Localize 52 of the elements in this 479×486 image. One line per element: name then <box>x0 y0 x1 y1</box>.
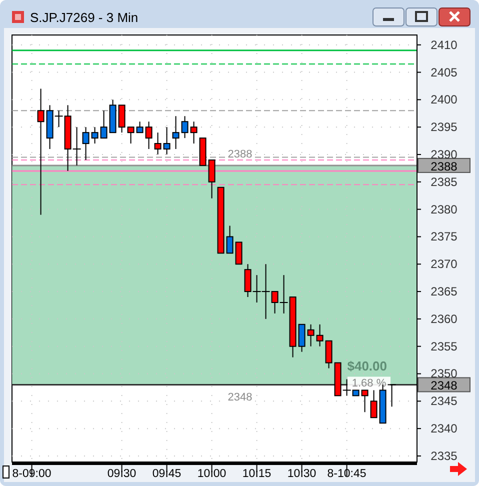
y-tick-label: 2340 <box>430 422 458 436</box>
y-tick-label: 2365 <box>430 284 458 299</box>
candlestick <box>361 390 368 413</box>
candlestick <box>127 126 134 144</box>
candlestick <box>145 121 152 150</box>
x-tick-label: 09:30 <box>107 468 136 480</box>
x-tick-label: 10:00 <box>197 468 226 480</box>
annotation: 2348 <box>228 392 252 404</box>
x-tick-label: 8-10:45 <box>327 468 366 480</box>
y-tick-label: 2410 <box>430 38 458 52</box>
y-tick-label: 2355 <box>430 339 458 354</box>
candlestick <box>37 88 44 216</box>
candlestick <box>91 126 98 144</box>
y-tick-label: 2350 <box>430 366 458 381</box>
x-tick-label: 09:45 <box>152 468 182 480</box>
y-tick-label: 2405 <box>430 65 458 80</box>
candlestick <box>154 132 162 155</box>
y-tick-label: 2370 <box>430 257 458 272</box>
annotation: 1.68 % <box>352 378 386 390</box>
y-tick-label: 2400 <box>430 92 458 107</box>
candlestick <box>307 324 314 347</box>
candlestick <box>226 225 234 254</box>
annotation: 2388 <box>228 148 252 160</box>
candlestick <box>181 116 188 139</box>
candlestick <box>208 159 216 199</box>
candlestick <box>190 121 198 144</box>
y-tick-label: 2395 <box>430 120 458 134</box>
y-tick-label: 2390 <box>430 147 458 162</box>
candlestick <box>100 110 108 139</box>
y-tick-label: 2345 <box>430 394 458 408</box>
chart-title: S.JP.J7269 - 3 Min <box>30 10 138 25</box>
y-tick-label: 2335 <box>430 448 458 463</box>
candlestick <box>370 390 378 418</box>
x-tick-label: 8-09:00 <box>12 468 52 480</box>
y-tick-label: 2385 <box>430 174 458 189</box>
ref-line-label: 2348 <box>430 378 458 393</box>
y-tick-label: 2360 <box>430 312 458 326</box>
candlestick <box>82 126 90 160</box>
y-tick-label: 2380 <box>430 202 458 216</box>
candlestick <box>163 126 170 155</box>
y-tick-label: 2375 <box>430 230 458 244</box>
candlestick <box>325 340 332 369</box>
x-tick-label: 10:15 <box>242 468 272 480</box>
ref-line-label: 2388 <box>430 159 458 174</box>
candlestick <box>172 116 180 150</box>
candlestick <box>136 121 144 134</box>
candlestick <box>298 324 306 352</box>
candlestick <box>316 324 324 347</box>
band-label: $40.00 <box>347 358 387 374</box>
candlestick <box>235 242 242 265</box>
candlestick <box>118 104 126 134</box>
x-tick-label: 10:30 <box>287 468 316 480</box>
